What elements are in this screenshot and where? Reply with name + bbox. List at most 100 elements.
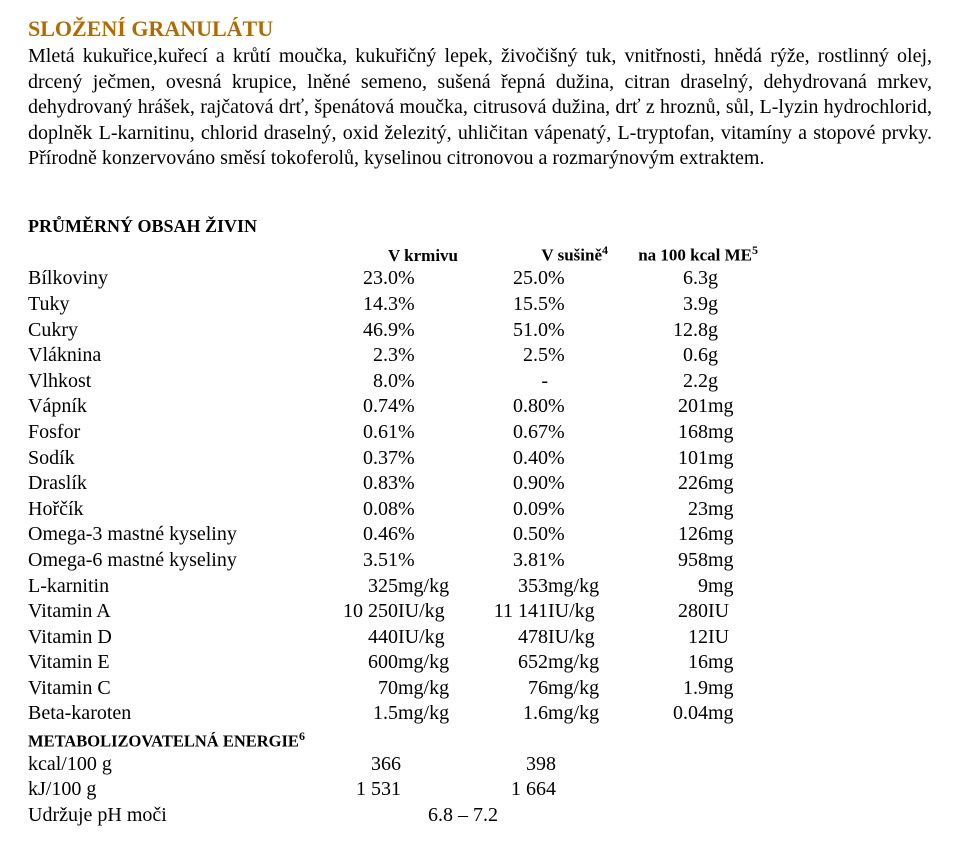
nutrient-v2: 76 xyxy=(458,676,548,702)
nutrient-u2: % xyxy=(548,497,608,523)
nutrient-u3: mg xyxy=(708,497,758,523)
table-row: Omega-3 mastné kyseliny0.46%0.50%126mg xyxy=(28,522,758,548)
nutrient-v3: 126 xyxy=(608,522,708,548)
nutrient-v3: 958 xyxy=(608,548,708,574)
me-v1: 1 531 xyxy=(308,777,401,803)
nutrient-label: Cukry xyxy=(28,318,268,344)
me-v2: 1 664 xyxy=(463,777,556,803)
nutrient-v1: 10 250 xyxy=(308,599,398,625)
nutrient-u2: IU/kg xyxy=(548,625,608,651)
nutrient-v2: 0.67 xyxy=(458,420,548,446)
nutrient-v2: 0.90 xyxy=(458,471,548,497)
nutrient-v3: 226 xyxy=(608,471,708,497)
nutrient-v2: 0.50 xyxy=(458,522,548,548)
nutrient-v1: 2.3 xyxy=(308,343,398,369)
nutrient-label: Vitamin D xyxy=(28,625,268,651)
table-row: kcal/100 g366398 xyxy=(28,752,768,778)
table-row: Draslík0.83%0.90%226mg xyxy=(28,471,758,497)
nutrient-v3: 0.6 xyxy=(608,343,708,369)
me-table: kcal/100 g366398kJ/100 g1 5311 664Udržuj… xyxy=(28,752,768,829)
nutrient-u2: mg/kg xyxy=(548,650,608,676)
nutrient-v3: 101 xyxy=(608,446,708,472)
nutrient-u2 xyxy=(548,369,608,395)
nutrient-v2: 51.0 xyxy=(458,318,548,344)
nutrient-u3: mg xyxy=(708,394,758,420)
nutrient-u2: % xyxy=(548,343,608,369)
nutrient-v2: 3.81 xyxy=(458,548,548,574)
table-row: Vlhkost8.0%-2.2g xyxy=(28,369,758,395)
nutrient-v2: 652 xyxy=(458,650,548,676)
nutrient-label: Vitamin A xyxy=(28,599,268,625)
table-row: Vitamin C70mg/kg76mg/kg1.9mg xyxy=(28,676,758,702)
nutrient-v1: 3.51 xyxy=(308,548,398,574)
ph-value: 6.8 – 7.2 xyxy=(308,803,618,829)
composition-text: Mletá kukuřice,kuřecí a krůtí moučka, ku… xyxy=(28,44,932,172)
ph-label: Udržuje pH moči xyxy=(28,803,268,829)
nutrient-label: Vápník xyxy=(28,394,268,420)
col-header-dry: V sušině4 xyxy=(458,243,608,266)
nutrient-v1: 0.74 xyxy=(308,394,398,420)
table-row: Vitamin E600mg/kg652mg/kg16mg xyxy=(28,650,758,676)
me-v2: 398 xyxy=(463,752,556,778)
nutrient-u3: mg xyxy=(708,650,758,676)
table-row: Bílkoviny23.0%25.0%6.3g xyxy=(28,266,758,292)
me-v1: 366 xyxy=(308,752,401,778)
nutrient-label: Vláknina xyxy=(28,343,268,369)
table-row: Omega-6 mastné kyseliny3.51%3.81%958mg xyxy=(28,548,758,574)
nutrient-v3: 2.2 xyxy=(608,369,708,395)
nutrient-v1: 23.0 xyxy=(308,266,398,292)
nutrient-u3: IU xyxy=(708,625,758,651)
nutrient-label: Vitamin C xyxy=(28,676,268,702)
nutrient-u2: mg/kg xyxy=(548,701,608,727)
nutrient-label: Draslík xyxy=(28,471,268,497)
nutrient-v3: 16 xyxy=(608,650,708,676)
nutrient-u2: mg/kg xyxy=(548,676,608,702)
nutrient-v1: 325 xyxy=(308,574,398,600)
nutrient-v3: 6.3 xyxy=(608,266,708,292)
nutrient-u3: IU xyxy=(708,599,758,625)
table-row: Udržuje pH moči 6.8 – 7.2 xyxy=(28,803,768,829)
table-row: Vitamin A10 250IU/kg11 141IU/kg280IU xyxy=(28,599,758,625)
nutrient-u3: g xyxy=(708,369,758,395)
nutrient-u3: mg xyxy=(708,522,758,548)
nutrient-u1: IU/kg xyxy=(398,599,458,625)
nutrient-v3: 12 xyxy=(608,625,708,651)
nutrient-u1: % xyxy=(398,266,458,292)
nutrient-u1: % xyxy=(398,420,458,446)
nutrient-v2: 11 141 xyxy=(458,599,548,625)
nutrient-v3: 201 xyxy=(608,394,708,420)
nutrient-u3: g xyxy=(708,292,758,318)
nutrient-u1: % xyxy=(398,522,458,548)
nutrient-label: Omega-6 mastné kyseliny xyxy=(28,548,268,574)
nutrient-u1: mg/kg xyxy=(398,650,458,676)
nutrient-v1: 440 xyxy=(308,625,398,651)
table-row: Vitamin D440IU/kg478IU/kg12IU xyxy=(28,625,758,651)
nutrient-u2: % xyxy=(548,420,608,446)
nutrient-u2: % xyxy=(548,292,608,318)
col-header-feed: V krmivu xyxy=(308,243,458,266)
nutrient-u1: % xyxy=(398,446,458,472)
nutrient-v2: 0.09 xyxy=(458,497,548,523)
nutrient-v3: 3.9 xyxy=(608,292,708,318)
nutrient-v1: 8.0 xyxy=(308,369,398,395)
nutrient-u3: mg xyxy=(708,676,758,702)
nutrient-heading: PRŮMĚRNÝ OBSAH ŽIVIN xyxy=(28,216,932,237)
nutrient-v3: 23 xyxy=(608,497,708,523)
nutrient-u1: % xyxy=(398,471,458,497)
nutrient-label: Tuky xyxy=(28,292,268,318)
nutrient-label: Beta-karoten xyxy=(28,701,268,727)
nutrient-label: L-karnitin xyxy=(28,574,268,600)
nutrient-u1: % xyxy=(398,343,458,369)
nutrient-u3: mg xyxy=(708,420,758,446)
table-row: Hořčík0.08%0.09%23mg xyxy=(28,497,758,523)
nutrient-u2: % xyxy=(548,548,608,574)
nutrient-u1: % xyxy=(398,394,458,420)
nutrient-u2: % xyxy=(548,522,608,548)
nutrient-v3: 12.8 xyxy=(608,318,708,344)
nutrient-u3: g xyxy=(708,266,758,292)
nutrient-u3: g xyxy=(708,343,758,369)
nutrient-u2: % xyxy=(548,471,608,497)
nutrient-u1: % xyxy=(398,292,458,318)
nutrient-v1: 0.61 xyxy=(308,420,398,446)
nutrient-v1: 0.37 xyxy=(308,446,398,472)
